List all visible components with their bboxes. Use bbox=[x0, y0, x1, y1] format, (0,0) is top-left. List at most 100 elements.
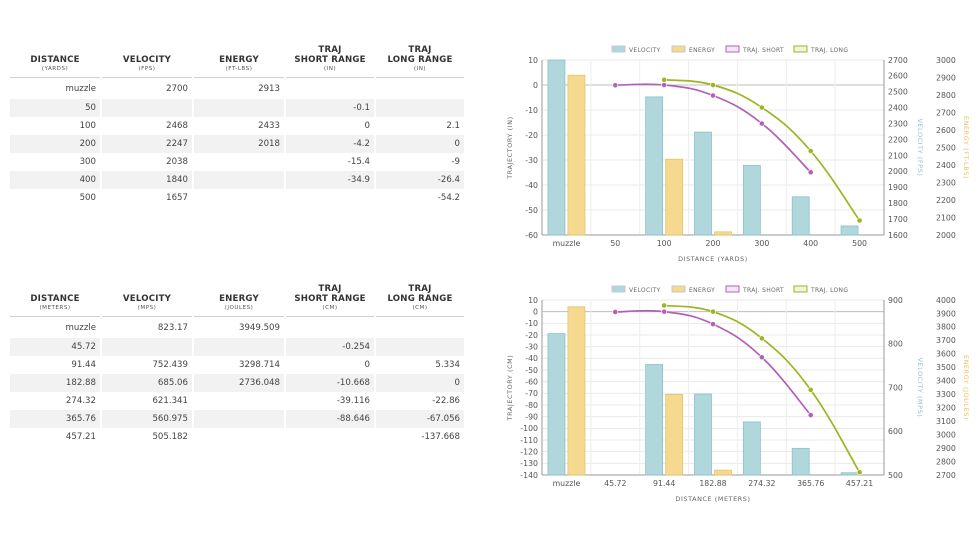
column-header: DISTANCE (METERS) bbox=[10, 284, 100, 317]
table-cell: 365.76 bbox=[10, 410, 100, 428]
table-cell: 500 bbox=[79, 193, 96, 203]
data-point bbox=[661, 302, 668, 309]
table-cell: 3298.714 bbox=[238, 360, 280, 370]
y2-tick-label: 1700 bbox=[888, 215, 908, 224]
y-tick-label: 10 bbox=[528, 56, 538, 65]
table-row: 200 2247 2018 -4.2 0 bbox=[10, 135, 464, 153]
table-cell bbox=[376, 338, 464, 356]
y3-axis-title: ENERGY (FT-LBS) bbox=[962, 116, 970, 179]
table-cell: 505.182 bbox=[152, 432, 188, 442]
table-cell: 752.439 bbox=[152, 360, 188, 370]
table-cell: 45.72 bbox=[10, 338, 100, 356]
table-row: muzzle 823.17 3949.509 bbox=[10, 317, 464, 338]
y2-tick-label: 2700 bbox=[888, 56, 908, 65]
grid bbox=[541, 59, 885, 236]
y3-tick-label: 3400 bbox=[936, 377, 956, 386]
table-cell: -9 bbox=[451, 157, 460, 167]
table-cell: 182.88 bbox=[10, 374, 100, 392]
table-row: muzzle 2700 2913 bbox=[10, 78, 464, 99]
table-cell: 823.17 bbox=[157, 322, 188, 333]
y2-tick-label: 1900 bbox=[888, 183, 908, 192]
y2-tick-label: 800 bbox=[888, 340, 903, 349]
y-tick-label: -40 bbox=[525, 181, 538, 190]
column-unit: (FPS) bbox=[138, 66, 156, 72]
table-cell: 3949.509 bbox=[238, 322, 280, 333]
bar bbox=[665, 158, 684, 236]
table-cell bbox=[194, 153, 284, 171]
column-unit: (JOULES) bbox=[224, 305, 254, 311]
column-header: ENERGY (JOULES) bbox=[194, 284, 284, 317]
x-tick-label: muzzle bbox=[553, 239, 581, 248]
column-unit: (IN) bbox=[323, 66, 337, 72]
table-cell: 621.341 bbox=[152, 396, 188, 406]
x-axis-title: DISTANCE (YARDS) bbox=[678, 255, 748, 263]
table-cell: -88.646 bbox=[286, 410, 374, 428]
column-header: ENERGY (FT-LBS) bbox=[194, 45, 284, 78]
data-point bbox=[710, 92, 716, 99]
table-cell: 2247 bbox=[102, 135, 192, 153]
table-cell bbox=[194, 99, 284, 117]
table-cell: 5.334 bbox=[435, 360, 460, 370]
y3-tick-label: 3300 bbox=[936, 390, 956, 399]
y-tick-label: -130 bbox=[520, 459, 538, 468]
y-tick-label: -70 bbox=[525, 389, 538, 398]
data-point bbox=[807, 386, 814, 393]
y3-tick-label: 2600 bbox=[936, 126, 956, 135]
y-tick-label: -120 bbox=[520, 447, 538, 456]
x-tick-label: 274.32 bbox=[748, 479, 775, 488]
y2-tick-label: 2600 bbox=[888, 72, 908, 81]
legend-label: ENERGY bbox=[689, 287, 715, 294]
table-cell: 2433 bbox=[258, 121, 280, 131]
legend-item: VELOCITY bbox=[611, 285, 660, 294]
table-cell: 1657 bbox=[166, 193, 188, 203]
x-tick-label: 200 bbox=[706, 239, 721, 248]
y-tick-label: -110 bbox=[520, 436, 538, 445]
bar bbox=[547, 333, 566, 476]
table-cell: 2700 bbox=[166, 83, 188, 94]
x-axis-title: DISTANCE (METERS) bbox=[675, 495, 750, 503]
y-tick-label: -60 bbox=[525, 377, 538, 386]
table-cell: muzzle bbox=[65, 322, 96, 333]
legend: VELOCITY ENERGY TRAJ. SHORT TRAJ. LONG bbox=[611, 45, 848, 54]
ballistics-table-imperial: DISTANCE (YARDS) VELOCITY (FPS) ENERGY (FT-LB… bbox=[8, 45, 466, 207]
x-tick-label: muzzle bbox=[553, 479, 581, 488]
legend: VELOCITY ENERGY TRAJ. SHORT TRAJ. LONG bbox=[611, 285, 848, 294]
column-header: TRAJ LONG RANGE (CM) bbox=[376, 284, 464, 317]
legend-item: TRAJ. SHORT bbox=[725, 285, 784, 294]
legend-item: ENERGY bbox=[671, 45, 715, 54]
table-cell: 685.06 bbox=[102, 374, 192, 392]
y-tick-label: -30 bbox=[525, 342, 538, 351]
table-cell: -4.2 bbox=[286, 135, 374, 153]
column-title: TRAJ LONG RANGE bbox=[387, 284, 453, 304]
table-cell: 2736.048 bbox=[194, 374, 284, 392]
table-cell: -22.86 bbox=[432, 396, 460, 406]
column-header: DISTANCE (YARDS) bbox=[10, 45, 100, 78]
data-point bbox=[661, 76, 668, 83]
y-tick-label: -50 bbox=[525, 206, 538, 215]
x-tick-label: 457.21 bbox=[846, 479, 873, 488]
bar bbox=[742, 421, 761, 476]
table-row: 500 1657 -54.2 bbox=[10, 189, 464, 207]
column-title: TRAJ SHORT RANGE bbox=[294, 45, 366, 65]
y2-tick-label: 2200 bbox=[888, 135, 908, 144]
legend-item: VELOCITY bbox=[611, 45, 660, 54]
bar bbox=[840, 472, 859, 476]
table-cell: 300 bbox=[79, 157, 96, 167]
x-tick-label: 365.76 bbox=[797, 479, 824, 488]
bar bbox=[694, 393, 712, 476]
data-point bbox=[856, 469, 863, 476]
table-cell bbox=[376, 99, 464, 117]
data-point bbox=[758, 354, 765, 361]
table-cell: 50 bbox=[10, 99, 100, 117]
x-tick-label: 91.44 bbox=[653, 479, 675, 488]
y-tick-label: -60 bbox=[525, 231, 538, 240]
column-unit: (CM) bbox=[412, 305, 428, 311]
table-cell: -137.668 bbox=[421, 432, 460, 442]
y3-tick-label: 3200 bbox=[936, 403, 956, 412]
table-cell: 1840 bbox=[102, 171, 192, 189]
table-cell: 91.44 bbox=[71, 360, 96, 370]
column-unit: (FT-LBS) bbox=[225, 66, 253, 72]
y-tick-label: 0 bbox=[533, 307, 538, 316]
column-title: TRAJ SHORT RANGE bbox=[294, 284, 366, 304]
column-header: TRAJ SHORT RANGE (IN) bbox=[286, 45, 374, 78]
